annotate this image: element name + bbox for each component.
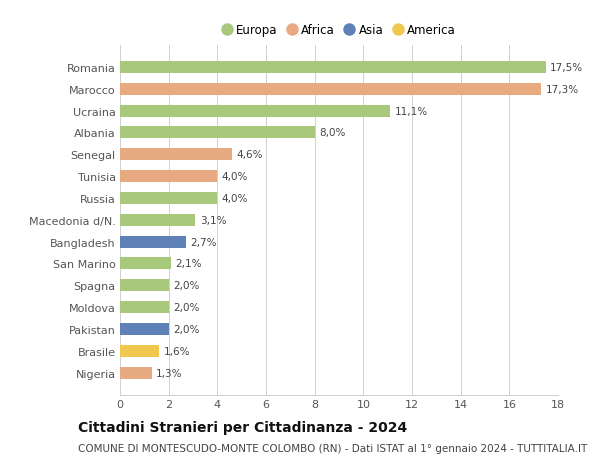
Bar [120, 302, 169, 313]
Legend: Europa, Africa, Asia, America: Europa, Africa, Asia, America [222, 24, 456, 37]
Bar [120, 192, 217, 205]
Bar [120, 214, 196, 226]
Text: 2,0%: 2,0% [173, 302, 199, 313]
Bar [120, 345, 159, 357]
Text: 8,0%: 8,0% [319, 128, 346, 138]
Bar [120, 149, 232, 161]
Bar [120, 258, 171, 270]
Text: 2,1%: 2,1% [175, 259, 202, 269]
Text: 3,1%: 3,1% [200, 215, 226, 225]
Text: 17,5%: 17,5% [550, 63, 583, 73]
Text: 17,3%: 17,3% [545, 84, 578, 95]
Bar [120, 367, 152, 379]
Text: 11,1%: 11,1% [394, 106, 428, 116]
Text: Cittadini Stranieri per Cittadinanza - 2024: Cittadini Stranieri per Cittadinanza - 2… [78, 420, 407, 434]
Text: 2,7%: 2,7% [190, 237, 217, 247]
Text: 2,0%: 2,0% [173, 325, 199, 334]
Text: 4,0%: 4,0% [222, 194, 248, 203]
Text: 1,3%: 1,3% [156, 368, 182, 378]
Bar [120, 323, 169, 335]
Bar [120, 62, 546, 74]
Bar [120, 236, 186, 248]
Bar [120, 106, 390, 118]
Text: 4,0%: 4,0% [222, 172, 248, 182]
Bar [120, 84, 541, 95]
Text: COMUNE DI MONTESCUDO-MONTE COLOMBO (RN) - Dati ISTAT al 1° gennaio 2024 - TUTTIT: COMUNE DI MONTESCUDO-MONTE COLOMBO (RN) … [78, 443, 587, 453]
Bar [120, 280, 169, 292]
Text: 1,6%: 1,6% [163, 346, 190, 356]
Text: 4,6%: 4,6% [236, 150, 263, 160]
Bar [120, 171, 217, 183]
Text: 2,0%: 2,0% [173, 281, 199, 291]
Bar [120, 127, 314, 139]
